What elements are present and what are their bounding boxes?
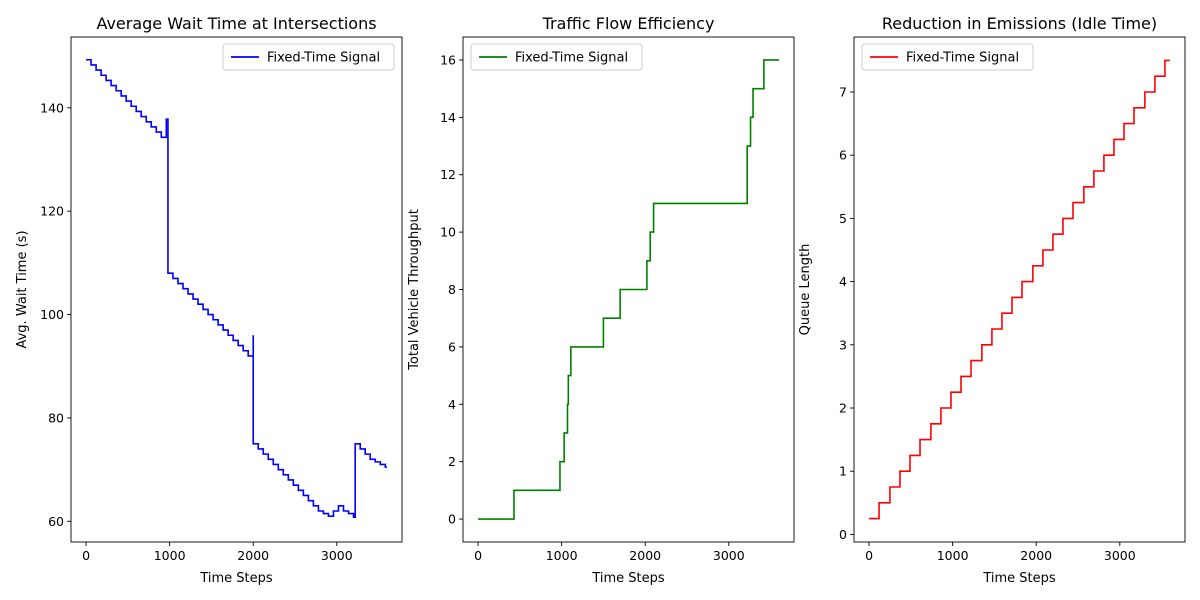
y-tick-label: 10	[440, 225, 456, 240]
legend-label: Fixed-Time Signal	[515, 51, 628, 66]
y-axis-label: Total Vehicle Throughput	[407, 209, 422, 371]
axes-frame	[70, 36, 403, 543]
y-tick-label: 0	[448, 512, 456, 527]
chart-panel: Average Wait Time at Intersections 0 1000 2…	[15, 14, 403, 586]
y-tick-label: 6	[448, 339, 456, 354]
y-tick-label: 5	[839, 211, 847, 226]
legend-box	[470, 43, 643, 71]
y-axis-label: Queue Length	[798, 244, 813, 336]
y-tick-label: 14	[440, 110, 456, 125]
y-tick-label: 120	[40, 204, 64, 219]
y-tick-label: 8	[448, 282, 456, 297]
x-tick-label: 3000	[713, 548, 745, 563]
y-tick-label: 100	[40, 307, 64, 322]
y-tick-label: 7	[839, 84, 847, 99]
x-axis-label: Time Steps	[591, 571, 665, 586]
x-axis-label: Time Steps	[982, 571, 1056, 586]
y-tick-label: 6	[839, 148, 847, 163]
x-tick-label: 2000	[237, 548, 269, 563]
y-tick-label: 12	[440, 167, 456, 182]
legend-box	[861, 43, 1034, 71]
x-tick-label: 1000	[154, 548, 186, 563]
y-tick-label: 2	[448, 454, 456, 469]
chart-title: Reduction in Emissions (Idle Time)	[882, 14, 1157, 33]
y-tick-label: 16	[440, 52, 456, 67]
y-tick-label: 1	[839, 464, 847, 479]
y-tick-label: 60	[48, 514, 64, 529]
x-tick-label: 2000	[629, 548, 661, 563]
series-line	[478, 59, 779, 520]
y-tick-label: 2	[839, 401, 847, 416]
x-tick-label: 3000	[1104, 548, 1136, 563]
legend: Fixed-Time Signal	[222, 43, 395, 71]
y-tick-label: 140	[40, 100, 64, 115]
x-tick-label: 0	[865, 548, 873, 563]
series-line	[869, 59, 1170, 520]
x-tick-label: 1000	[546, 548, 578, 563]
axes-frame	[853, 36, 1186, 543]
legend-box	[222, 43, 395, 71]
x-tick-label: 2000	[1020, 548, 1052, 563]
chart-title: Average Wait Time at Intersections	[96, 14, 376, 33]
y-axis-label: Avg. Wait Time (s)	[15, 230, 30, 348]
y-tick-label: 4	[448, 397, 456, 412]
x-axis-label: Time Steps	[199, 571, 273, 586]
x-tick-label: 3000	[321, 548, 353, 563]
series-line	[86, 58, 387, 518]
legend-label: Fixed-Time Signal	[906, 51, 1019, 66]
y-tick-label: 0	[839, 527, 847, 542]
legend: Fixed-Time Signal	[470, 43, 643, 71]
y-tick-label: 80	[48, 410, 64, 425]
x-tick-label: 0	[474, 548, 482, 563]
x-tick-label: 1000	[937, 548, 969, 563]
x-tick-label: 0	[82, 548, 90, 563]
chart-panel: Traffic Flow Efficiency 0 1000 2000 3000 0 2 4 6…	[407, 14, 795, 586]
chart-title: Traffic Flow Efficiency	[542, 14, 715, 33]
legend-label: Fixed-Time Signal	[267, 51, 380, 66]
chart-panel: Reduction in Emissions (Idle Time) 0 1000 2…	[798, 14, 1186, 586]
legend: Fixed-Time Signal	[861, 43, 1034, 71]
y-tick-label: 3	[839, 337, 847, 352]
y-tick-label: 4	[839, 274, 847, 289]
